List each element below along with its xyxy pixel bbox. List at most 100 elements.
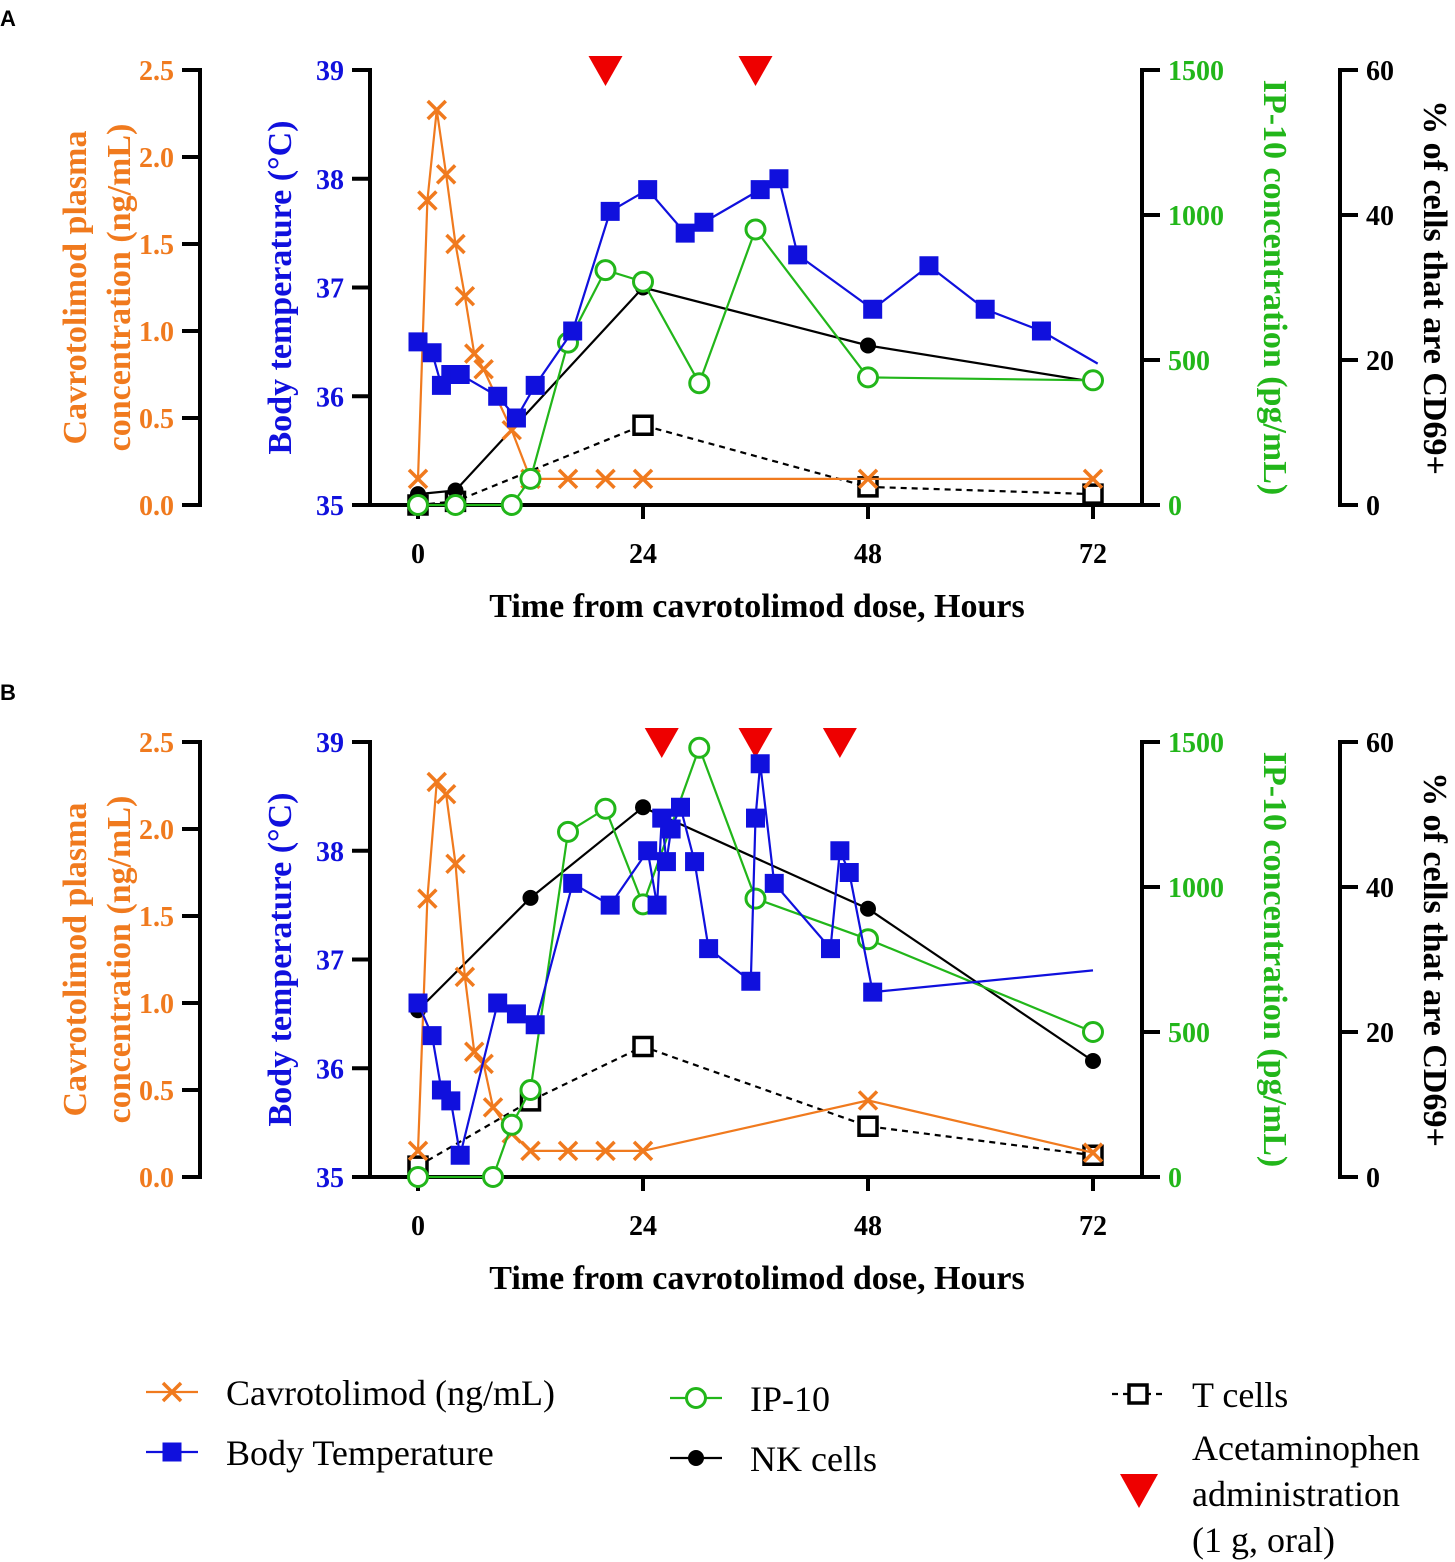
series-line: [417, 1045, 1094, 1168]
data-point: [522, 889, 539, 906]
data-point: [454, 285, 476, 307]
data-point: [839, 863, 859, 882]
series-ip10: [407, 218, 1104, 516]
y-axis-temperature: 35 36 37 38 39 Body temperature (°C): [262, 56, 372, 522]
data-point: [860, 337, 876, 354]
data-point: [741, 971, 761, 991]
y-tick-label: 0: [1168, 491, 1182, 522]
data-point: [407, 1166, 429, 1188]
y-tick-label: 500: [1168, 1018, 1210, 1049]
y-axis-temperature: 35 36 37 38 39 Body temperature (°C): [262, 728, 372, 1194]
legend-label-tcells: T cells: [1192, 1375, 1288, 1415]
data-point: [426, 99, 447, 121]
x-tick-label: 0: [411, 1211, 425, 1242]
data-point: [647, 895, 667, 915]
y-tick-label: 1000: [1168, 873, 1224, 904]
data-point: [632, 468, 654, 490]
data-point: [594, 259, 617, 282]
y-tick-label: 20: [1366, 346, 1394, 377]
data-point: [744, 887, 767, 910]
data-point: [444, 494, 467, 516]
data-point: [525, 375, 545, 395]
data-point: [408, 993, 428, 1013]
legend-label-cavrotolimod: Cavrotolimod (ng/mL): [226, 1373, 555, 1413]
y-axis-ip10: 0 500 1000 1500 IP-10 concentration (pg/mL): [1140, 728, 1293, 1194]
legend-label-acetaminophen: Acetaminophen: [1192, 1428, 1420, 1468]
legend-label-acetaminophen: (1 g, oral): [1192, 1520, 1335, 1560]
y-tick-label: 500: [1168, 346, 1210, 377]
y-axis-title: IP-10 concentration (pg/mL): [1256, 752, 1293, 1168]
data-point: [519, 467, 542, 490]
y-tick-label: 38: [316, 837, 344, 868]
data-point: [857, 468, 879, 490]
data-point: [435, 783, 457, 805]
y-axis-title: % of cells that are CD69+: [1416, 772, 1453, 1147]
data-point: [857, 1090, 879, 1111]
series-tcells: [407, 1035, 1104, 1177]
panel-letter: B: [0, 680, 16, 705]
data-point: [764, 873, 784, 893]
legend-label-ip10: IP-10: [750, 1379, 830, 1419]
y-axis-ip10: 0 500 1000 1500 IP-10 concentration (pg/mL): [1140, 56, 1293, 522]
data-point: [1082, 369, 1104, 392]
y-axis-title: concentration (ng/mL): [101, 124, 138, 452]
data-point: [769, 169, 789, 189]
y-tick-label: 40: [1366, 201, 1394, 232]
y-tick-label: 0.0: [139, 491, 174, 522]
legend-label-temperature: Body Temperature: [226, 1433, 494, 1473]
y-axis-cavrotolimod: 0.0 0.5 1.0 1.5 2.0 2.5 Cavrotolimod plasma con…: [57, 56, 202, 522]
data-point: [830, 841, 850, 861]
data-point: [563, 873, 583, 893]
chart-panel-b: B 0 24 48 72 Time from cavrotolimod dose, Hou…: [0, 680, 1453, 1297]
data-point: [661, 819, 681, 839]
y-tick-label: 1.5: [139, 230, 174, 261]
x-tick-label: 0: [411, 539, 425, 570]
y-axis-title: Cavrotolimod plasma: [57, 131, 94, 445]
data-point: [450, 365, 470, 384]
legend-marker-acetaminophen: [1120, 1474, 1158, 1508]
y-tick-label: 1.0: [139, 317, 174, 348]
y-tick-label: 0.5: [139, 1076, 174, 1107]
legend-marker: [1127, 1383, 1149, 1405]
data-point: [821, 939, 840, 959]
series-temperature: [408, 169, 1099, 428]
acetaminophen-marker: [588, 56, 623, 86]
series-line: [418, 227, 1094, 507]
data-point: [1082, 1021, 1104, 1043]
y-tick-label: 35: [316, 1163, 344, 1194]
series-nk: [410, 799, 1101, 1069]
y-axis-cd69: 0 20 40 60 % of cells that are CD69+: [1338, 728, 1453, 1194]
y-tick-label: 35: [316, 491, 344, 522]
data-point: [595, 468, 616, 490]
data-point: [450, 1145, 470, 1165]
series-cavrotolimod: [407, 771, 1104, 1163]
data-point: [699, 939, 719, 959]
data-point: [557, 468, 579, 490]
data-point: [632, 414, 654, 436]
data-point: [520, 1140, 541, 1162]
data-point: [595, 1140, 616, 1162]
data-point: [422, 343, 442, 363]
x-tick-label: 24: [629, 1211, 657, 1242]
y-tick-label: 60: [1366, 56, 1394, 87]
data-point: [488, 993, 508, 1013]
acetaminophen-marker: [738, 56, 773, 86]
data-point: [407, 468, 429, 490]
data-point: [407, 1140, 429, 1162]
data-point: [519, 1079, 542, 1101]
y-tick-label: 0.5: [139, 404, 174, 435]
y-axis-title: Cavrotolimod plasma: [57, 803, 94, 1117]
data-point: [656, 852, 676, 872]
data-point: [632, 270, 654, 293]
data-point: [688, 736, 711, 759]
data-point: [919, 256, 939, 276]
y-tick-label: 37: [316, 946, 344, 977]
data-point: [422, 1026, 442, 1046]
data-point: [525, 1015, 545, 1035]
y-tick-label: 40: [1366, 873, 1394, 904]
data-point: [863, 299, 883, 319]
panel-letter: A: [0, 6, 16, 31]
data-point: [1085, 1053, 1101, 1069]
y-tick-label: 60: [1366, 728, 1394, 759]
